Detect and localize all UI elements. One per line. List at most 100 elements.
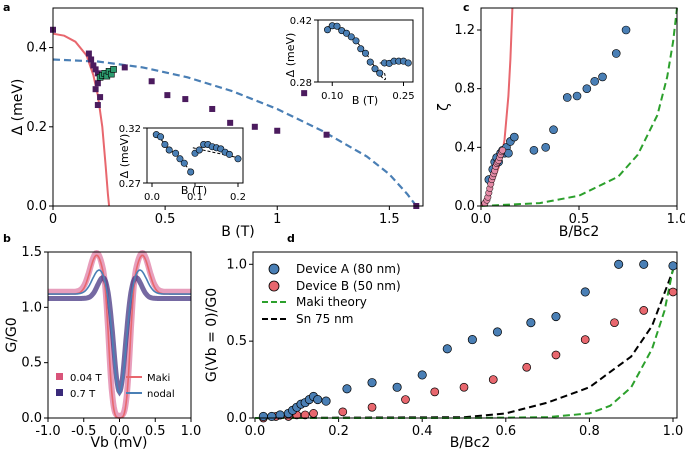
legend-d-label-1: Device B (50 nm) bbox=[296, 279, 401, 293]
d-sn-curve bbox=[254, 270, 674, 419]
d-ytick-label-1: 0.5 bbox=[226, 334, 247, 349]
c-pink-point-17 bbox=[499, 146, 507, 154]
legend-b-marker-1 bbox=[56, 389, 63, 396]
d-deviceA-point-23 bbox=[639, 259, 649, 269]
axes-b bbox=[47, 251, 192, 419]
b-ytick-label-2: 1.0 bbox=[21, 300, 42, 315]
panel-label-b: b bbox=[3, 232, 11, 245]
inset2-point-5 bbox=[176, 155, 184, 163]
panel-c: c 0.0 0.5 1.0 0.0 0.4 0.8 1.2 B/Bc2 ζ bbox=[436, 1, 685, 240]
axes-c bbox=[480, 7, 678, 207]
c-ytick-label-0: 0.0 bbox=[454, 199, 475, 214]
legend-b-label-3: nodal bbox=[147, 389, 175, 400]
c-blue-point-15 bbox=[562, 93, 572, 102]
b-data-0.04T bbox=[48, 249, 191, 419]
legend-d-marker-1 bbox=[268, 280, 280, 292]
d-deviceB-point-12 bbox=[522, 362, 532, 372]
a-xtick-label-1: 0.5 bbox=[155, 212, 176, 227]
c-blue-point-16 bbox=[572, 91, 582, 101]
d-deviceB-point-16 bbox=[639, 306, 649, 315]
d-deviceA-point-12 bbox=[342, 384, 352, 394]
axes-a bbox=[52, 7, 424, 207]
d-deviceB-point-11 bbox=[488, 375, 498, 384]
panel-label-d: d bbox=[287, 232, 295, 245]
inset2-point-7 bbox=[187, 168, 195, 176]
ylabel-a: Δ (meV) bbox=[10, 79, 26, 136]
d-deviceA-point-15 bbox=[417, 370, 427, 380]
inset-a-top: 0.10 0.25 0.28 0.42 Δ (meV) B (T) bbox=[284, 16, 415, 107]
a-maki-curve bbox=[52, 32, 111, 207]
b-ytick-label-0: 0.0 bbox=[21, 411, 42, 426]
inset2-ytick-label-1: 0.32 bbox=[119, 124, 141, 135]
panel-a: a 0 0.5 1 1.50.00.20.4 B (T) Δ (meV) 0.10 0.… bbox=[3, 1, 424, 240]
a-purple-point-4 bbox=[92, 66, 99, 73]
c-ytick-label-3: 1.2 bbox=[454, 23, 475, 38]
d-xtick-label-0: 0.0 bbox=[245, 424, 266, 439]
d-deviceB-point-4 bbox=[300, 410, 310, 420]
a-purple-point-1 bbox=[85, 50, 92, 57]
inset1-point-9 bbox=[366, 58, 374, 66]
d-deviceB-point-7 bbox=[367, 402, 377, 412]
inset2-point-16 bbox=[225, 150, 233, 158]
c-ytick-label-1: 0.4 bbox=[454, 140, 475, 155]
d-xtick-label-3: 0.6 bbox=[495, 424, 516, 439]
legend-d-label-0: Device A (80 nm) bbox=[296, 262, 401, 276]
inset1-xtick-label-1: 0.25 bbox=[392, 91, 414, 102]
ylabel-b: G/G0 bbox=[4, 317, 20, 352]
panel-d: d 0.0 0.2 0.4 0.6 0.8 1.0 0.0 0.5 1.0 B/Bc2 G(Vb… bbox=[204, 232, 683, 451]
inset1-point-0 bbox=[323, 26, 331, 34]
c-blue-point-11 bbox=[510, 132, 519, 142]
inset2-point-6 bbox=[180, 159, 188, 167]
d-deviceB-point-14 bbox=[580, 335, 590, 344]
d-deviceA-point-1 bbox=[267, 411, 277, 422]
inset1-point-10 bbox=[371, 65, 379, 73]
a-purple-point-16 bbox=[227, 119, 234, 126]
inset2-xtick-label-1: 0.1 bbox=[187, 192, 203, 203]
c-blue-point-17 bbox=[582, 84, 592, 93]
d-deviceB-point-9 bbox=[430, 387, 440, 397]
d-deviceA-point-11 bbox=[321, 396, 331, 406]
a-green-point-6 bbox=[110, 66, 117, 73]
a-purple-point-10 bbox=[94, 102, 101, 109]
inset2-point-1 bbox=[157, 133, 165, 141]
a-xtick-label-2: 1 bbox=[273, 212, 281, 227]
d-ytick-label-0: 0.0 bbox=[226, 411, 247, 426]
inset-a-bottom-xlabel: B (T) bbox=[181, 184, 207, 197]
d-xtick-label-5: 1.0 bbox=[663, 424, 684, 439]
legend-d-label-2: Maki theory bbox=[296, 295, 367, 309]
b-xtick-label-0: -1.0 bbox=[35, 424, 60, 439]
inset2-xtick-label-2: 0.2 bbox=[230, 192, 246, 203]
inset2-point-2 bbox=[161, 141, 169, 149]
c-blue-point-19 bbox=[598, 72, 607, 82]
inset1-point-4 bbox=[342, 29, 350, 37]
a-xtick-label-0: 0 bbox=[49, 212, 57, 227]
a-purple-point-9 bbox=[97, 94, 104, 101]
a-ytick-label-0: 0.0 bbox=[26, 199, 47, 214]
xlabel-a: B (T) bbox=[221, 224, 255, 240]
c-blue-point-20 bbox=[611, 49, 621, 58]
inset1-xtick-label-0: 0.10 bbox=[321, 91, 343, 102]
a-purple-point-3 bbox=[90, 62, 97, 69]
a-purple-point-8 bbox=[92, 86, 99, 93]
d-deviceB-point-17 bbox=[668, 287, 678, 297]
d-deviceA-point-24 bbox=[668, 261, 678, 271]
inset1-point-17 bbox=[404, 59, 412, 67]
b-xtick-label-2: 0.0 bbox=[109, 424, 130, 439]
d-deviceA-point-14 bbox=[392, 382, 402, 392]
inset2-point-3 bbox=[165, 146, 173, 154]
b-xtick-label-4: 1.0 bbox=[181, 424, 202, 439]
a-purple-point-18 bbox=[274, 127, 281, 134]
inset2-point-9 bbox=[195, 146, 203, 154]
a-ytick-label-1: 0.2 bbox=[26, 120, 47, 135]
inset-a-bottom-ylabel: Δ (meV) bbox=[118, 134, 131, 179]
ylabel-c: ζ bbox=[436, 103, 452, 111]
a-purple-point-15 bbox=[209, 105, 216, 112]
b-xtick-label-3: 0.5 bbox=[145, 424, 166, 439]
b-nodal-curve bbox=[48, 269, 191, 395]
d-deviceA-point-21 bbox=[580, 287, 590, 297]
inset-a-top-ylabel: Δ (meV) bbox=[284, 33, 297, 78]
d-deviceA-point-13 bbox=[367, 378, 377, 388]
a-purple-point-7 bbox=[94, 80, 101, 87]
legend-b-label-0: 0.04 T bbox=[70, 373, 102, 384]
